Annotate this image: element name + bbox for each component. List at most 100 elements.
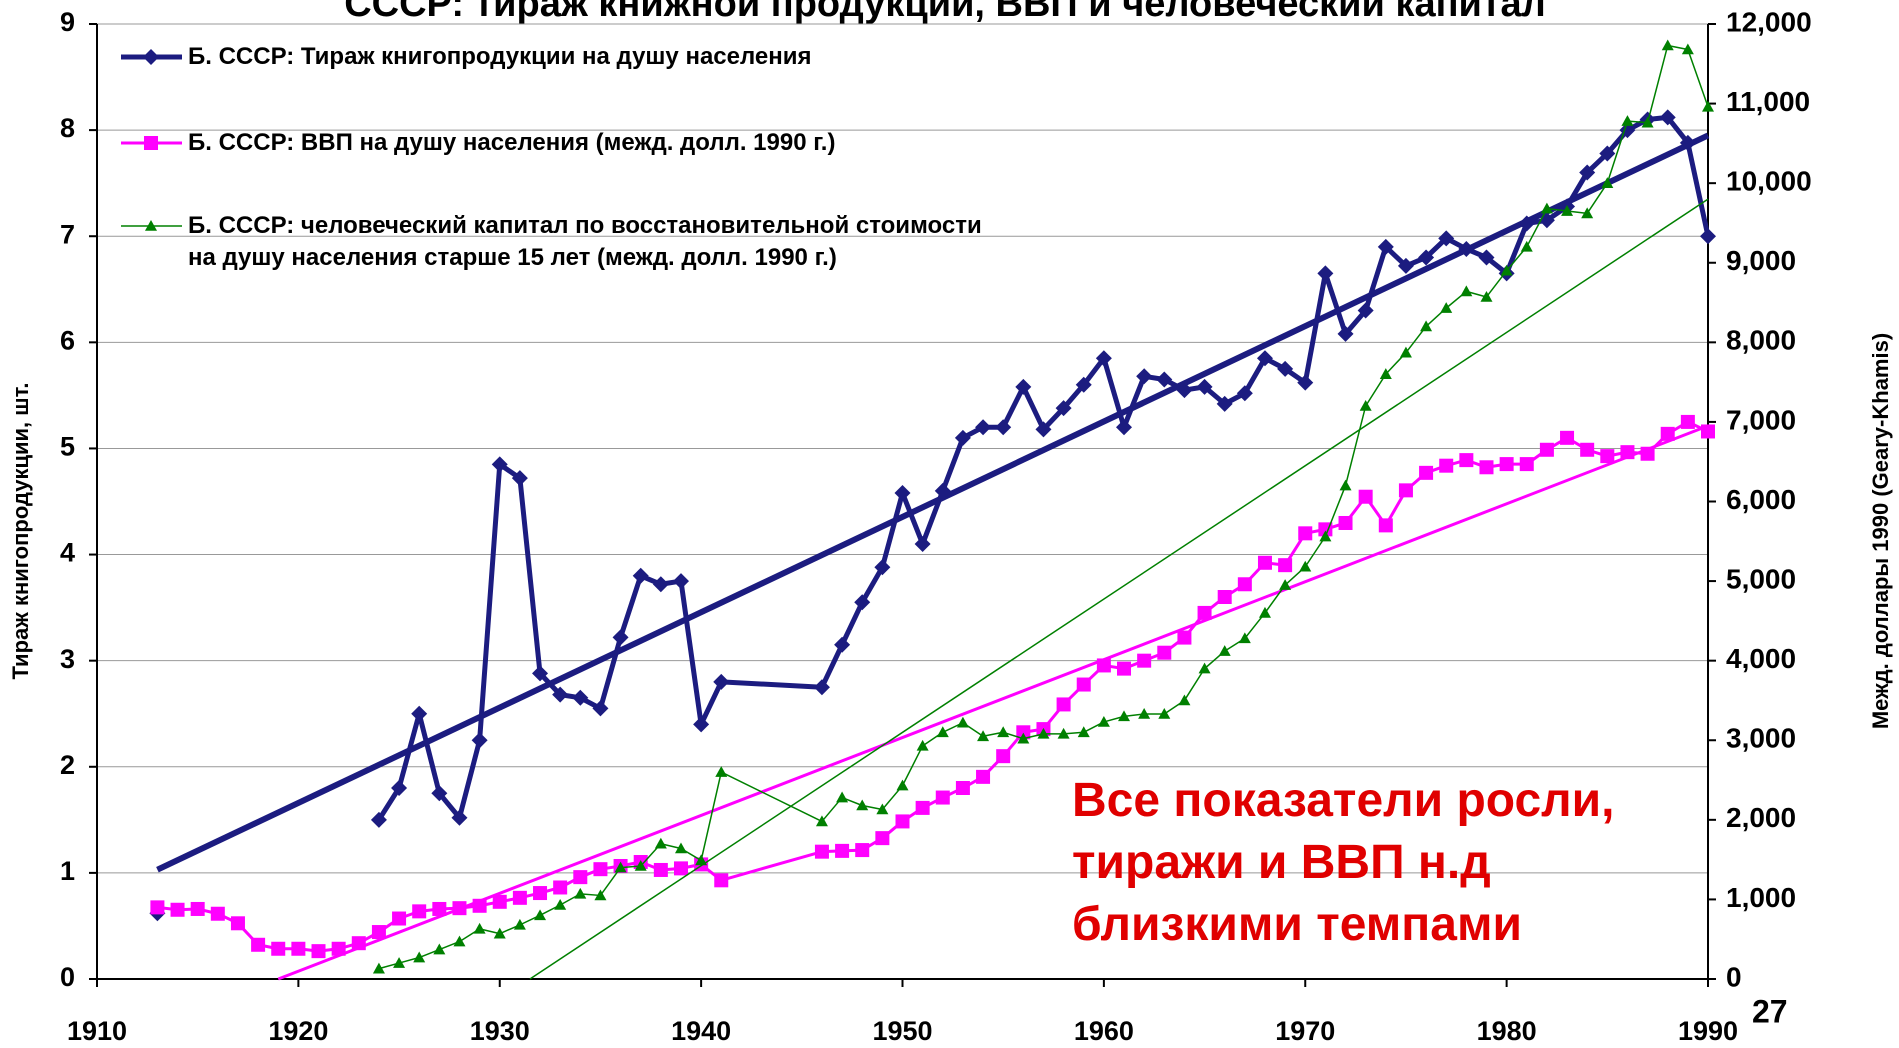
marker — [1056, 697, 1071, 712]
marker — [914, 535, 931, 552]
marker — [593, 862, 608, 877]
legend-label: Б. СССР: человеческий капитал по восстан… — [188, 212, 982, 271]
marker — [1561, 205, 1574, 216]
marker — [1319, 530, 1332, 542]
marker — [1539, 442, 1554, 457]
trend-line — [277, 424, 1709, 981]
marker — [472, 898, 487, 913]
marker — [311, 944, 326, 959]
y2-tick-label: 10,000 — [1726, 166, 1812, 197]
marker — [653, 862, 668, 877]
marker — [815, 815, 828, 827]
y2-tick-label: 7,000 — [1726, 404, 1796, 435]
marker — [1399, 346, 1412, 358]
marker — [874, 559, 891, 576]
marker — [856, 799, 869, 811]
marker — [491, 456, 508, 473]
y2-tick-label: 2,000 — [1726, 802, 1796, 833]
marker — [492, 894, 507, 909]
marker — [1479, 460, 1494, 475]
marker — [695, 854, 708, 866]
marker — [1579, 164, 1596, 181]
y2-tick-label: 9,000 — [1726, 245, 1796, 276]
marker — [150, 900, 165, 915]
marker — [1640, 446, 1655, 461]
marker — [413, 951, 426, 963]
marker — [915, 800, 930, 815]
marker — [1702, 100, 1714, 112]
chart-title: СССР: тираж книжной продукции, ВВП и чел… — [344, 0, 1546, 25]
marker — [934, 482, 951, 499]
marker — [1257, 555, 1272, 570]
marker — [512, 890, 527, 905]
marker — [1419, 465, 1434, 480]
marker — [433, 943, 446, 955]
marker — [573, 870, 588, 885]
marker — [144, 136, 158, 150]
marker — [1278, 558, 1293, 573]
marker — [1480, 290, 1493, 302]
marker — [1176, 382, 1193, 399]
marker — [672, 573, 689, 590]
marker — [1560, 430, 1575, 445]
marker — [614, 861, 627, 873]
marker — [493, 927, 506, 939]
marker — [1339, 479, 1352, 491]
y-tick-label: 3 — [60, 644, 75, 674]
marker — [1580, 442, 1595, 457]
y-axis-label: Тираж книгопродукции, шт. — [8, 382, 33, 679]
marker — [594, 889, 607, 901]
marker — [1095, 350, 1112, 367]
legend-label: Б. СССР: Тираж книгопродукции на душу на… — [188, 43, 812, 70]
marker — [1299, 560, 1312, 572]
y2-axis-label: Межд. доллары 1990 (Geary-Khamis) — [1868, 333, 1893, 729]
marker — [1660, 426, 1675, 441]
marker — [1137, 653, 1152, 668]
marker — [894, 485, 911, 502]
marker — [1641, 116, 1654, 128]
y2-tick-label: 12,000 — [1726, 6, 1812, 37]
marker — [1621, 115, 1634, 126]
marker — [875, 831, 890, 846]
marker — [1661, 39, 1674, 51]
x-tick-label: 1960 — [1074, 1016, 1134, 1046]
marker — [1317, 265, 1334, 282]
marker — [572, 689, 589, 706]
marker — [1500, 264, 1513, 276]
marker — [855, 843, 870, 858]
marker — [170, 902, 185, 917]
marker — [1057, 727, 1070, 739]
marker — [1116, 419, 1133, 436]
marker — [854, 594, 871, 611]
marker — [916, 739, 929, 751]
marker — [1337, 325, 1354, 342]
marker — [1277, 360, 1294, 377]
marker — [1398, 483, 1413, 498]
marker — [1156, 371, 1173, 388]
marker — [251, 937, 266, 952]
marker — [1700, 228, 1716, 245]
marker — [554, 898, 567, 910]
x-tick-label: 1930 — [470, 1016, 530, 1046]
marker — [1197, 605, 1212, 620]
marker — [391, 780, 408, 796]
marker — [715, 766, 728, 777]
marker — [532, 665, 549, 682]
marker — [145, 220, 157, 231]
marker — [1096, 658, 1111, 673]
marker — [1460, 285, 1473, 297]
marker — [1438, 230, 1455, 247]
marker — [331, 941, 346, 956]
marker — [1218, 645, 1231, 656]
marker — [1017, 732, 1030, 744]
marker — [1338, 515, 1353, 530]
legend-label: Б. СССР: ВВП на душу населения (межд. до… — [188, 129, 836, 156]
marker — [370, 811, 387, 828]
marker — [1478, 249, 1495, 266]
marker — [513, 918, 526, 930]
marker — [1519, 457, 1534, 472]
marker — [230, 916, 245, 931]
marker — [1297, 374, 1314, 391]
